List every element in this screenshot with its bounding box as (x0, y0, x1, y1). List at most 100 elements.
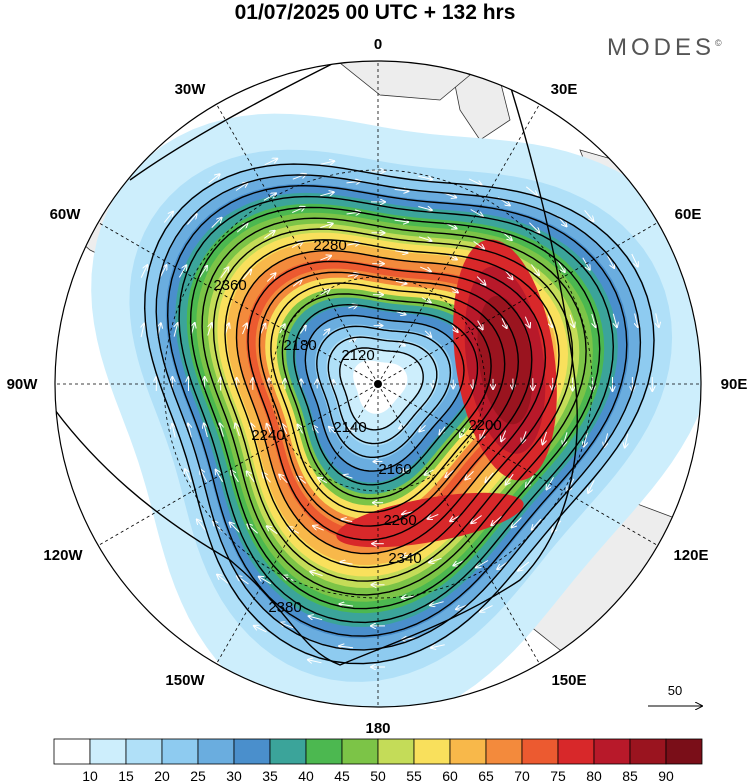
wind-arrow (485, 472, 494, 482)
wind-arrow (481, 429, 486, 440)
wind-arrow (340, 562, 353, 564)
wind-arrow (247, 471, 255, 483)
wind-arrow (322, 329, 329, 336)
wind-arrow (635, 313, 638, 328)
wind-arrow (267, 526, 278, 535)
colorbar-swatch (197, 738, 235, 765)
wind-arrow (491, 515, 503, 525)
wind-arrow (526, 475, 534, 488)
wind-arrow (501, 430, 507, 442)
wind-arrow (431, 645, 445, 648)
wind-arrow (163, 212, 173, 223)
wind-arrow (588, 480, 595, 493)
lon-label-90e: 90E (721, 376, 748, 393)
wind-arrow (524, 316, 530, 328)
wind-arrow (320, 290, 330, 296)
wind-arrow (204, 423, 208, 438)
copyright-mark: © (715, 38, 722, 48)
wind-arrow (584, 432, 588, 447)
wind-arrow (185, 469, 192, 483)
brand-text: MODES (607, 34, 716, 61)
colorbar-swatch (89, 738, 127, 765)
lon-label-30e: 30E (551, 81, 578, 98)
wind-arrow (292, 280, 302, 287)
wind-arrow (308, 660, 322, 663)
wind-arrow (279, 475, 288, 484)
wind-arrow (320, 256, 331, 261)
wind-arrow (543, 431, 547, 444)
colorbar-swatch (269, 738, 307, 765)
colorbar-tick-label: 45 (334, 768, 350, 782)
wind-arrow (418, 176, 432, 179)
height-contour (55, 61, 578, 666)
contour-label: 2140 (333, 419, 366, 436)
wind-arrow (402, 596, 416, 598)
wind-arrow (428, 513, 439, 518)
contour-labels: 2120 2140 2160 2180 2200 2240 2260 2280 2340 2360… (213, 237, 501, 616)
wind-arrow (211, 218, 222, 228)
wind-arrow (501, 318, 507, 328)
wind-arrow (512, 517, 522, 528)
wind-arrow (348, 428, 356, 432)
wind-arrow (217, 575, 229, 584)
wind-arrow (396, 312, 406, 315)
contour-label: 2340 (388, 550, 421, 567)
wind-reference-label: 50 (668, 683, 682, 698)
wind-arrow (282, 424, 288, 435)
wind-arrow (473, 240, 485, 249)
wind-arrow (591, 313, 596, 327)
colorbar-tick-label: 60 (442, 768, 458, 782)
wind-arrow (172, 424, 175, 438)
wind-arrow (235, 183, 248, 191)
colorbar-tick-label: 35 (262, 768, 278, 782)
colorbar-tick-label: 50 (370, 768, 386, 782)
colorbar-tick-label: 70 (514, 768, 530, 782)
wind-reference: 50 (648, 683, 702, 706)
graticule (55, 61, 701, 707)
wind-arrow (220, 267, 229, 279)
wind-arrow (263, 231, 275, 239)
wind-arrow (451, 324, 458, 332)
wind-arrow (439, 426, 446, 435)
colorbar-swatch (305, 738, 343, 765)
colorbar-swatch (629, 738, 667, 765)
wind-arrow (477, 320, 483, 330)
wind-arrow (254, 626, 267, 633)
wind-arrow (329, 427, 336, 434)
colorbar-swatch (341, 738, 379, 765)
lon-label-60w: 60W (50, 206, 82, 223)
contour-label: 2260 (383, 512, 416, 529)
wind-arrow (207, 323, 212, 336)
wind-arrow (471, 515, 482, 524)
wind-arrow (419, 424, 426, 431)
lon-label-120w: 120W (43, 547, 83, 564)
contour-label: 2240 (251, 427, 284, 444)
colorbar-tick-label: 20 (154, 768, 170, 782)
wind-arrow (465, 470, 474, 479)
colorbar-tick-label: 90 (658, 768, 674, 782)
lon-label-150w: 150W (165, 672, 205, 689)
wind-arrow (235, 424, 240, 437)
lon-label-90w: 90W (7, 376, 39, 393)
wind-arrow (313, 526, 324, 531)
wind-arrow (343, 475, 353, 478)
brand-logo: MODES© (607, 34, 722, 62)
colorbar-swatch (413, 738, 451, 765)
colorbar-tick-label: 40 (298, 768, 314, 782)
wind-arrow (310, 572, 323, 577)
wind-arrow (260, 324, 266, 334)
wind-arrow (264, 159, 278, 166)
wind-arrow (236, 223, 247, 233)
wind-arrow (395, 281, 407, 283)
wind-arrow (178, 265, 186, 278)
wind-arrow (525, 186, 537, 196)
colorbar-swatch (377, 738, 415, 765)
wind-arrow (394, 220, 409, 222)
wind-arrow (259, 577, 272, 585)
wind-arrow (199, 266, 208, 278)
colorbar-swatch (485, 738, 523, 765)
colorbar-swatch (593, 738, 631, 765)
wind-arrow (280, 623, 294, 629)
wind-arrow (547, 315, 552, 328)
